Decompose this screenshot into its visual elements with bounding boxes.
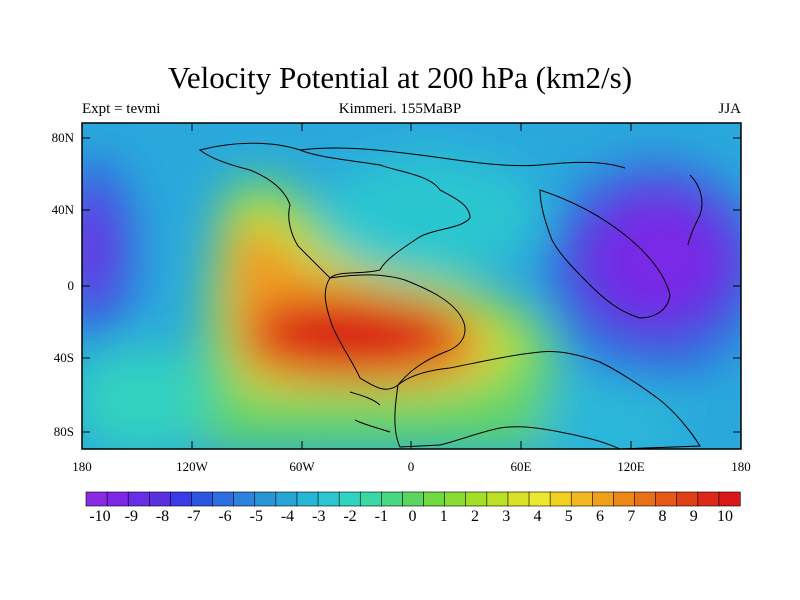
lon-label-60w: 60W [289, 459, 315, 474]
period-label: Kimmeri. 155MaBP [338, 101, 462, 117]
colorbar-swatch [486, 491, 509, 507]
colorbar-tick-label: 0 [408, 508, 417, 525]
colorbar-swatch [528, 491, 551, 507]
colorbar-tick-label: 10 [717, 508, 733, 525]
colorbar-swatch [191, 491, 214, 507]
colorbar-swatch [465, 491, 488, 507]
field-minimum-inner [600, 203, 720, 313]
field-neutral-southeast [540, 375, 680, 449]
colorbar-tick-label: 4 [533, 508, 542, 525]
coastlines [198, 142, 703, 449]
colorbar-swatch [697, 491, 720, 507]
colorbar-tick-label: -4 [280, 508, 295, 525]
colorbar-tick-label: 5 [564, 508, 573, 525]
map-title: Velocity Potential at 200 hPa (km2/s) [167, 60, 633, 95]
colorbar-tick-label: -5 [249, 508, 263, 525]
colorbar-swatch [275, 491, 298, 507]
field-neutral-southwest [82, 345, 210, 449]
colorbar-swatch [676, 491, 699, 507]
colorbar-swatch [634, 491, 657, 507]
colorbar-swatch [233, 491, 256, 507]
velocity-potential-field [82, 123, 741, 449]
lon-label-0: 0 [407, 459, 415, 474]
lat-label-40n: 40N [51, 202, 74, 217]
colorbar-swatch [655, 491, 678, 507]
coastline-eurasia-east [539, 189, 671, 319]
lon-label-180-east: 180 [731, 459, 751, 474]
field-maximum-inner [265, 304, 425, 356]
colorbar-swatch [254, 491, 277, 507]
colorbar-tick-label: -9 [124, 508, 138, 525]
field-neutral-north [320, 155, 540, 275]
colorbar-tick-label: -2 [343, 508, 357, 525]
colorbar-swatch [423, 491, 446, 507]
colorbar-swatch [170, 491, 193, 507]
coastline-laurasia [198, 142, 471, 279]
axis-ticks [81, 123, 742, 449]
colorbar-tick-label: 6 [596, 508, 604, 525]
lat-label-80s: 80S [53, 424, 74, 439]
coastline-island-arc [687, 174, 703, 246]
colorbar-tick-label: 2 [471, 508, 479, 525]
colorbar-tick-label: -10 [89, 508, 111, 525]
colorbar [85, 491, 741, 507]
lon-label-60e: 60E [510, 459, 532, 474]
colorbar-tick-label: -1 [374, 508, 388, 525]
colorbar-tick-label: -6 [218, 508, 232, 525]
field-west-minimum-core [82, 193, 114, 303]
colorbar-tick-label: -8 [155, 508, 170, 525]
colorbar-tick-label: 9 [689, 508, 698, 525]
lon-label-120w: 120W [176, 459, 208, 474]
colorbar-swatch [359, 491, 382, 507]
colorbar-swatch [402, 491, 425, 507]
experiment-label: Expt = tevmi [82, 101, 161, 117]
colorbar-swatch [381, 491, 404, 507]
colorbar-tick-label: 7 [627, 508, 636, 525]
colorbar-swatch [85, 491, 108, 507]
lon-label-120e: 120E [617, 459, 645, 474]
colorbar-swatch [317, 491, 340, 507]
colorbar-swatch [718, 491, 741, 507]
colorbar-tick-label: 8 [658, 508, 667, 525]
colorbar-swatch [570, 491, 593, 507]
colorbar-swatch [444, 491, 467, 507]
colorbar-swatch [338, 491, 361, 507]
colorbar-tick-label: -3 [312, 508, 326, 525]
colorbar-swatch [592, 491, 615, 507]
colorbar-tick-label: -7 [187, 508, 201, 525]
colorbar-swatch [106, 491, 129, 507]
lon-label-180-west: 180 [72, 459, 92, 474]
colorbar-swatch [127, 491, 150, 507]
colorbar-swatch [613, 491, 636, 507]
coastline-gondwana-west [324, 274, 466, 390]
colorbar-swatch [296, 491, 319, 507]
season-label: JJA [718, 101, 741, 117]
lat-label-40s: 40S [53, 350, 74, 365]
colorbar-tick-label: 3 [502, 508, 511, 525]
coastline-gondwana-east [394, 351, 701, 449]
colorbar-tick-label: 1 [439, 508, 448, 525]
colorbar-swatch [148, 491, 171, 507]
colorbar-swatch [507, 491, 530, 507]
lat-label-80n: 80N [51, 130, 74, 145]
lat-label-0: 0 [67, 278, 75, 293]
colorbar-swatch [212, 491, 235, 507]
coastline-southern-islands [349, 391, 391, 433]
coastline-north-arc [299, 147, 626, 169]
colorbar-swatch [549, 491, 572, 507]
